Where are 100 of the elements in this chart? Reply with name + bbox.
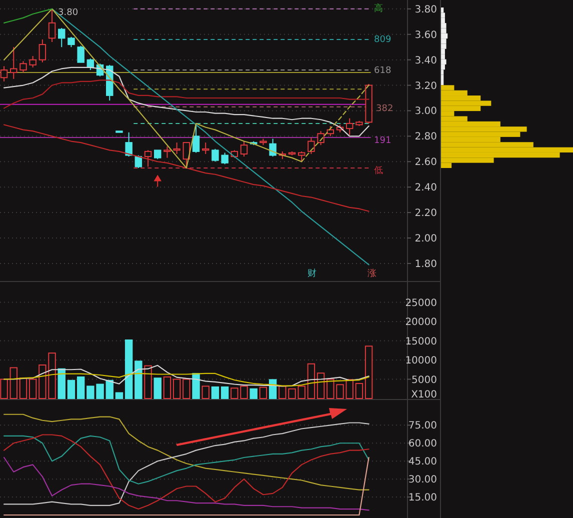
y-tick-label: 2.40: [414, 182, 437, 194]
candlestick: [48, 8, 56, 42]
y-tick-label: 15.00: [408, 492, 437, 504]
bar: [364, 346, 373, 399]
bar: [28, 378, 37, 399]
line-series: [3, 414, 370, 490]
bar: [0, 378, 8, 399]
bar: [441, 85, 454, 90]
line-series: [3, 435, 370, 484]
bar: [441, 132, 520, 137]
y-tick-label: 45.00: [408, 456, 437, 468]
bar: [220, 386, 229, 399]
bar: [202, 386, 210, 399]
y-tick-label: 3.00: [414, 106, 437, 118]
bar: [355, 382, 364, 399]
y-tick-label: 30.00: [408, 474, 437, 486]
bar: [250, 388, 258, 399]
bar: [259, 386, 268, 399]
bar: [441, 70, 444, 75]
bar: [67, 380, 76, 399]
text: 809: [374, 35, 392, 45]
line-series: [3, 124, 370, 212]
bar: [441, 152, 560, 158]
bar: [441, 18, 445, 24]
bar: [307, 363, 316, 399]
bar: [182, 378, 190, 399]
line-series: [3, 372, 370, 386]
line-series: [51, 8, 370, 266]
bar: [441, 158, 494, 163]
bar: [115, 392, 124, 399]
text: 382: [376, 104, 394, 114]
bar: [134, 360, 142, 399]
bar: [10, 367, 18, 399]
text: 高: [374, 3, 383, 14]
bar: [441, 100, 492, 106]
bar: [441, 38, 446, 44]
candlestick: [10, 46, 18, 80]
bar: [106, 380, 114, 399]
y-tick-label: 3.80: [414, 4, 437, 16]
candlestick: [346, 118, 354, 136]
bar: [441, 116, 468, 122]
bar: [441, 90, 468, 96]
y-tick-label: 2.80: [414, 132, 437, 143]
bar: [441, 106, 481, 112]
text: 618: [374, 66, 392, 76]
bar: [441, 74, 444, 80]
y-tick-label: 10000: [405, 356, 437, 366]
bar: [154, 378, 162, 399]
bar: [441, 162, 452, 168]
bar: [124, 339, 133, 399]
annotation: 财: [308, 268, 316, 279]
bar: [441, 96, 481, 101]
y-tick-label: 2.60: [414, 157, 437, 168]
bar: [441, 59, 446, 64]
bar: [144, 365, 152, 399]
y-tick-label: 60.00: [408, 438, 437, 450]
bar: [441, 23, 446, 28]
line-series: [3, 8, 53, 24]
line-series: [3, 80, 370, 109]
bar: [211, 386, 220, 399]
bar: [441, 64, 445, 70]
candlestick: [0, 66, 8, 82]
y-tick-label: 15000: [405, 336, 437, 348]
y-tick-label: 2.00: [414, 234, 437, 244]
bar: [19, 378, 28, 399]
y-tick-label: 2.20: [414, 208, 437, 220]
bar: [441, 80, 444, 86]
y-axis-title: X100: [411, 390, 437, 400]
line-series: [3, 364, 370, 387]
bar: [441, 12, 445, 18]
y-tick-label: 3.40: [414, 55, 437, 66]
bar: [441, 48, 445, 54]
y-tick-label: 75.00: [408, 420, 437, 432]
bar: [441, 54, 445, 60]
bar: [192, 372, 200, 399]
bar: [441, 126, 527, 132]
bar: [441, 33, 448, 39]
text: 低: [374, 165, 383, 176]
line-series: [3, 434, 370, 510]
bar: [441, 142, 534, 148]
line-series: [3, 422, 370, 506]
bar: [441, 111, 454, 116]
bar: [441, 8, 444, 13]
text: 191: [374, 136, 392, 146]
bar: [441, 121, 500, 127]
candlestick: [173, 142, 180, 154]
candlestick: [202, 142, 210, 154]
y-tick-label: 1.80: [414, 258, 437, 270]
annotation: 涨: [368, 268, 376, 279]
y-tick-label: 3.20: [414, 80, 437, 92]
bar: [163, 376, 172, 399]
bar: [58, 368, 66, 399]
bar: [316, 372, 325, 399]
bar: [441, 28, 446, 34]
bar: [441, 44, 446, 49]
y-tick-label: 25000: [405, 298, 437, 309]
bar: [441, 136, 500, 142]
bar: [76, 376, 85, 399]
bar: [172, 378, 181, 399]
annotation: 3.80: [58, 8, 78, 18]
